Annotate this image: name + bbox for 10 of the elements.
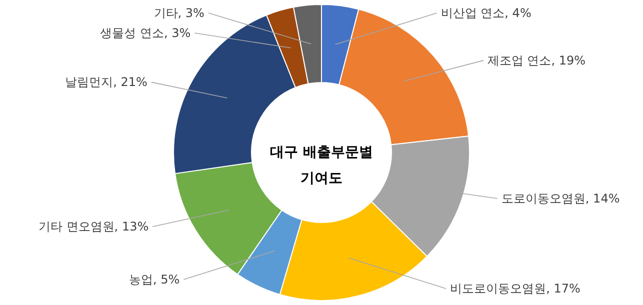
slice-label: 농업, 5%	[129, 272, 180, 286]
slice-label: 비도로이동오염원, 17%	[450, 282, 580, 296]
text: 대구 배출부문별 기여도	[270, 144, 373, 186]
slice-label: 기타 면오염원, 13%	[38, 220, 149, 234]
slice-label: 기타, 3%	[154, 6, 204, 20]
slice-label: 생물성 연소, 3%	[100, 26, 191, 40]
slice-label: 도로이동오염원, 14%	[501, 191, 620, 206]
slice-label: 비산업 연소, 4%	[440, 6, 532, 20]
slice-label: 제조업 연소, 19%	[487, 53, 586, 68]
slice-label: 날림먼지, 21%	[65, 75, 148, 90]
